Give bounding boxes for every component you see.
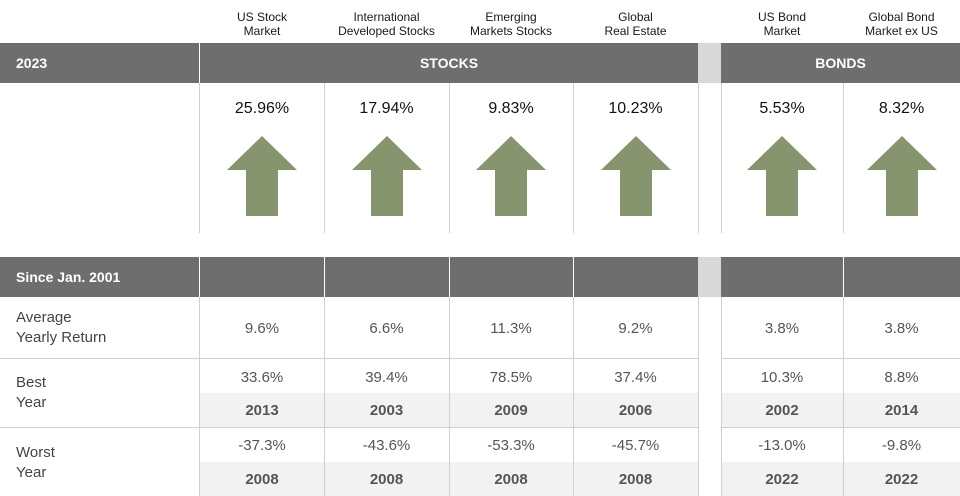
row-divider bbox=[721, 358, 960, 359]
best-real-estate: 37.4% bbox=[614, 369, 657, 386]
bar2-gap bbox=[698, 257, 721, 297]
since-bar-label: Since Jan. 2001 bbox=[0, 257, 199, 297]
worst-us-bond: -13.0% bbox=[758, 437, 806, 454]
divider bbox=[199, 83, 200, 233]
column-header-us-stock: US Stock Market bbox=[236, 10, 287, 38]
avg-return-label: Average Yearly Return bbox=[16, 309, 107, 346]
column-header-intl-developed: International Developed Stocks bbox=[338, 10, 435, 38]
bonds-bar: BONDS bbox=[721, 43, 960, 83]
row-divider bbox=[0, 427, 698, 428]
up-arrow-icon bbox=[200, 136, 324, 216]
since-bar-cell bbox=[844, 257, 960, 297]
up-arrow-icon bbox=[573, 136, 698, 216]
divider bbox=[449, 297, 450, 496]
return-2023-real-estate: 10.23% bbox=[608, 100, 663, 117]
return-2023-global-bond: 8.32% bbox=[878, 100, 925, 117]
best-year-us-stock: 2013 bbox=[245, 402, 279, 419]
worst-year-emerging: 2008 bbox=[494, 471, 528, 488]
worst-global-bond: -9.8% bbox=[881, 437, 922, 454]
worst-year-us-bond: 2022 bbox=[765, 471, 799, 488]
best-intl-developed: 39.4% bbox=[365, 369, 408, 386]
best-year-emerging: 2009 bbox=[494, 402, 528, 419]
return-2023-us-stock: 25.96% bbox=[234, 100, 290, 117]
column-header-us-bond: US Bond Market bbox=[757, 10, 807, 38]
return-2023-emerging: 9.83% bbox=[488, 100, 534, 117]
stocks-bar: STOCKS bbox=[200, 43, 698, 83]
up-arrow-icon bbox=[324, 136, 449, 216]
worst-year-global-bond: 2022 bbox=[884, 471, 919, 488]
divider bbox=[324, 297, 325, 496]
worst-year-us-stock: 2008 bbox=[245, 471, 279, 488]
worst-year-intl-developed: 2008 bbox=[369, 471, 404, 488]
best-year-row-bg bbox=[721, 393, 960, 427]
worst-year-real-estate: 2008 bbox=[618, 471, 653, 488]
row-divider bbox=[0, 358, 698, 359]
return-2023-intl-developed: 17.94% bbox=[359, 100, 414, 117]
divider bbox=[199, 297, 200, 496]
worst-us-stock: -37.3% bbox=[238, 437, 286, 454]
best-us-stock: 33.6% bbox=[240, 369, 284, 386]
divider bbox=[324, 83, 325, 233]
divider bbox=[573, 83, 574, 233]
since-bar-cell bbox=[721, 257, 843, 297]
divider bbox=[843, 83, 844, 233]
row-divider bbox=[721, 427, 960, 428]
best-us-bond: 10.3% bbox=[760, 369, 804, 386]
worst-emerging: -53.3% bbox=[487, 437, 535, 454]
column-header-real-estate: Global Real Estate bbox=[604, 10, 667, 38]
divider bbox=[698, 297, 699, 496]
worst-year-label: Worst Year bbox=[16, 444, 55, 481]
avg-us-stock: 9.6% bbox=[244, 320, 280, 337]
divider bbox=[721, 297, 722, 496]
worst-intl-developed: -43.6% bbox=[362, 437, 411, 454]
up-arrow-icon bbox=[721, 136, 843, 216]
best-year-us-bond: 2002 bbox=[765, 402, 799, 419]
best-year-intl-developed: 2003 bbox=[369, 402, 404, 419]
column-header-global-bond: Global Bond Market ex US bbox=[865, 10, 938, 38]
avg-real-estate: 9.2% bbox=[618, 320, 653, 337]
return-2023-us-bond: 5.53% bbox=[759, 100, 805, 117]
divider bbox=[573, 297, 574, 496]
avg-us-bond: 3.8% bbox=[764, 320, 800, 337]
best-year-label: Best Year bbox=[16, 374, 47, 411]
divider bbox=[449, 83, 450, 233]
since-bar-cell bbox=[200, 257, 324, 297]
since-bar-cell bbox=[574, 257, 698, 297]
year-bar-label: 2023 bbox=[0, 43, 199, 83]
up-arrow-icon bbox=[449, 136, 573, 216]
worst-real-estate: -45.7% bbox=[611, 437, 660, 454]
worst-year-row-bg bbox=[721, 462, 960, 496]
up-arrow-icon bbox=[843, 136, 960, 216]
avg-emerging: 11.3% bbox=[490, 320, 532, 337]
bar1-gap bbox=[698, 43, 721, 83]
divider bbox=[698, 83, 699, 233]
best-global-bond: 8.8% bbox=[884, 369, 919, 386]
avg-intl-developed: 6.6% bbox=[369, 320, 404, 337]
since-bar-cell bbox=[450, 257, 573, 297]
since-bar-cell bbox=[325, 257, 449, 297]
divider bbox=[843, 297, 844, 496]
avg-global-bond: 3.8% bbox=[884, 320, 919, 337]
column-header-emerging: Emerging Markets Stocks bbox=[469, 10, 553, 38]
divider bbox=[721, 83, 722, 233]
best-year-real-estate: 2006 bbox=[618, 402, 653, 419]
best-emerging: 78.5% bbox=[489, 369, 533, 386]
best-year-global-bond: 2014 bbox=[884, 402, 919, 419]
